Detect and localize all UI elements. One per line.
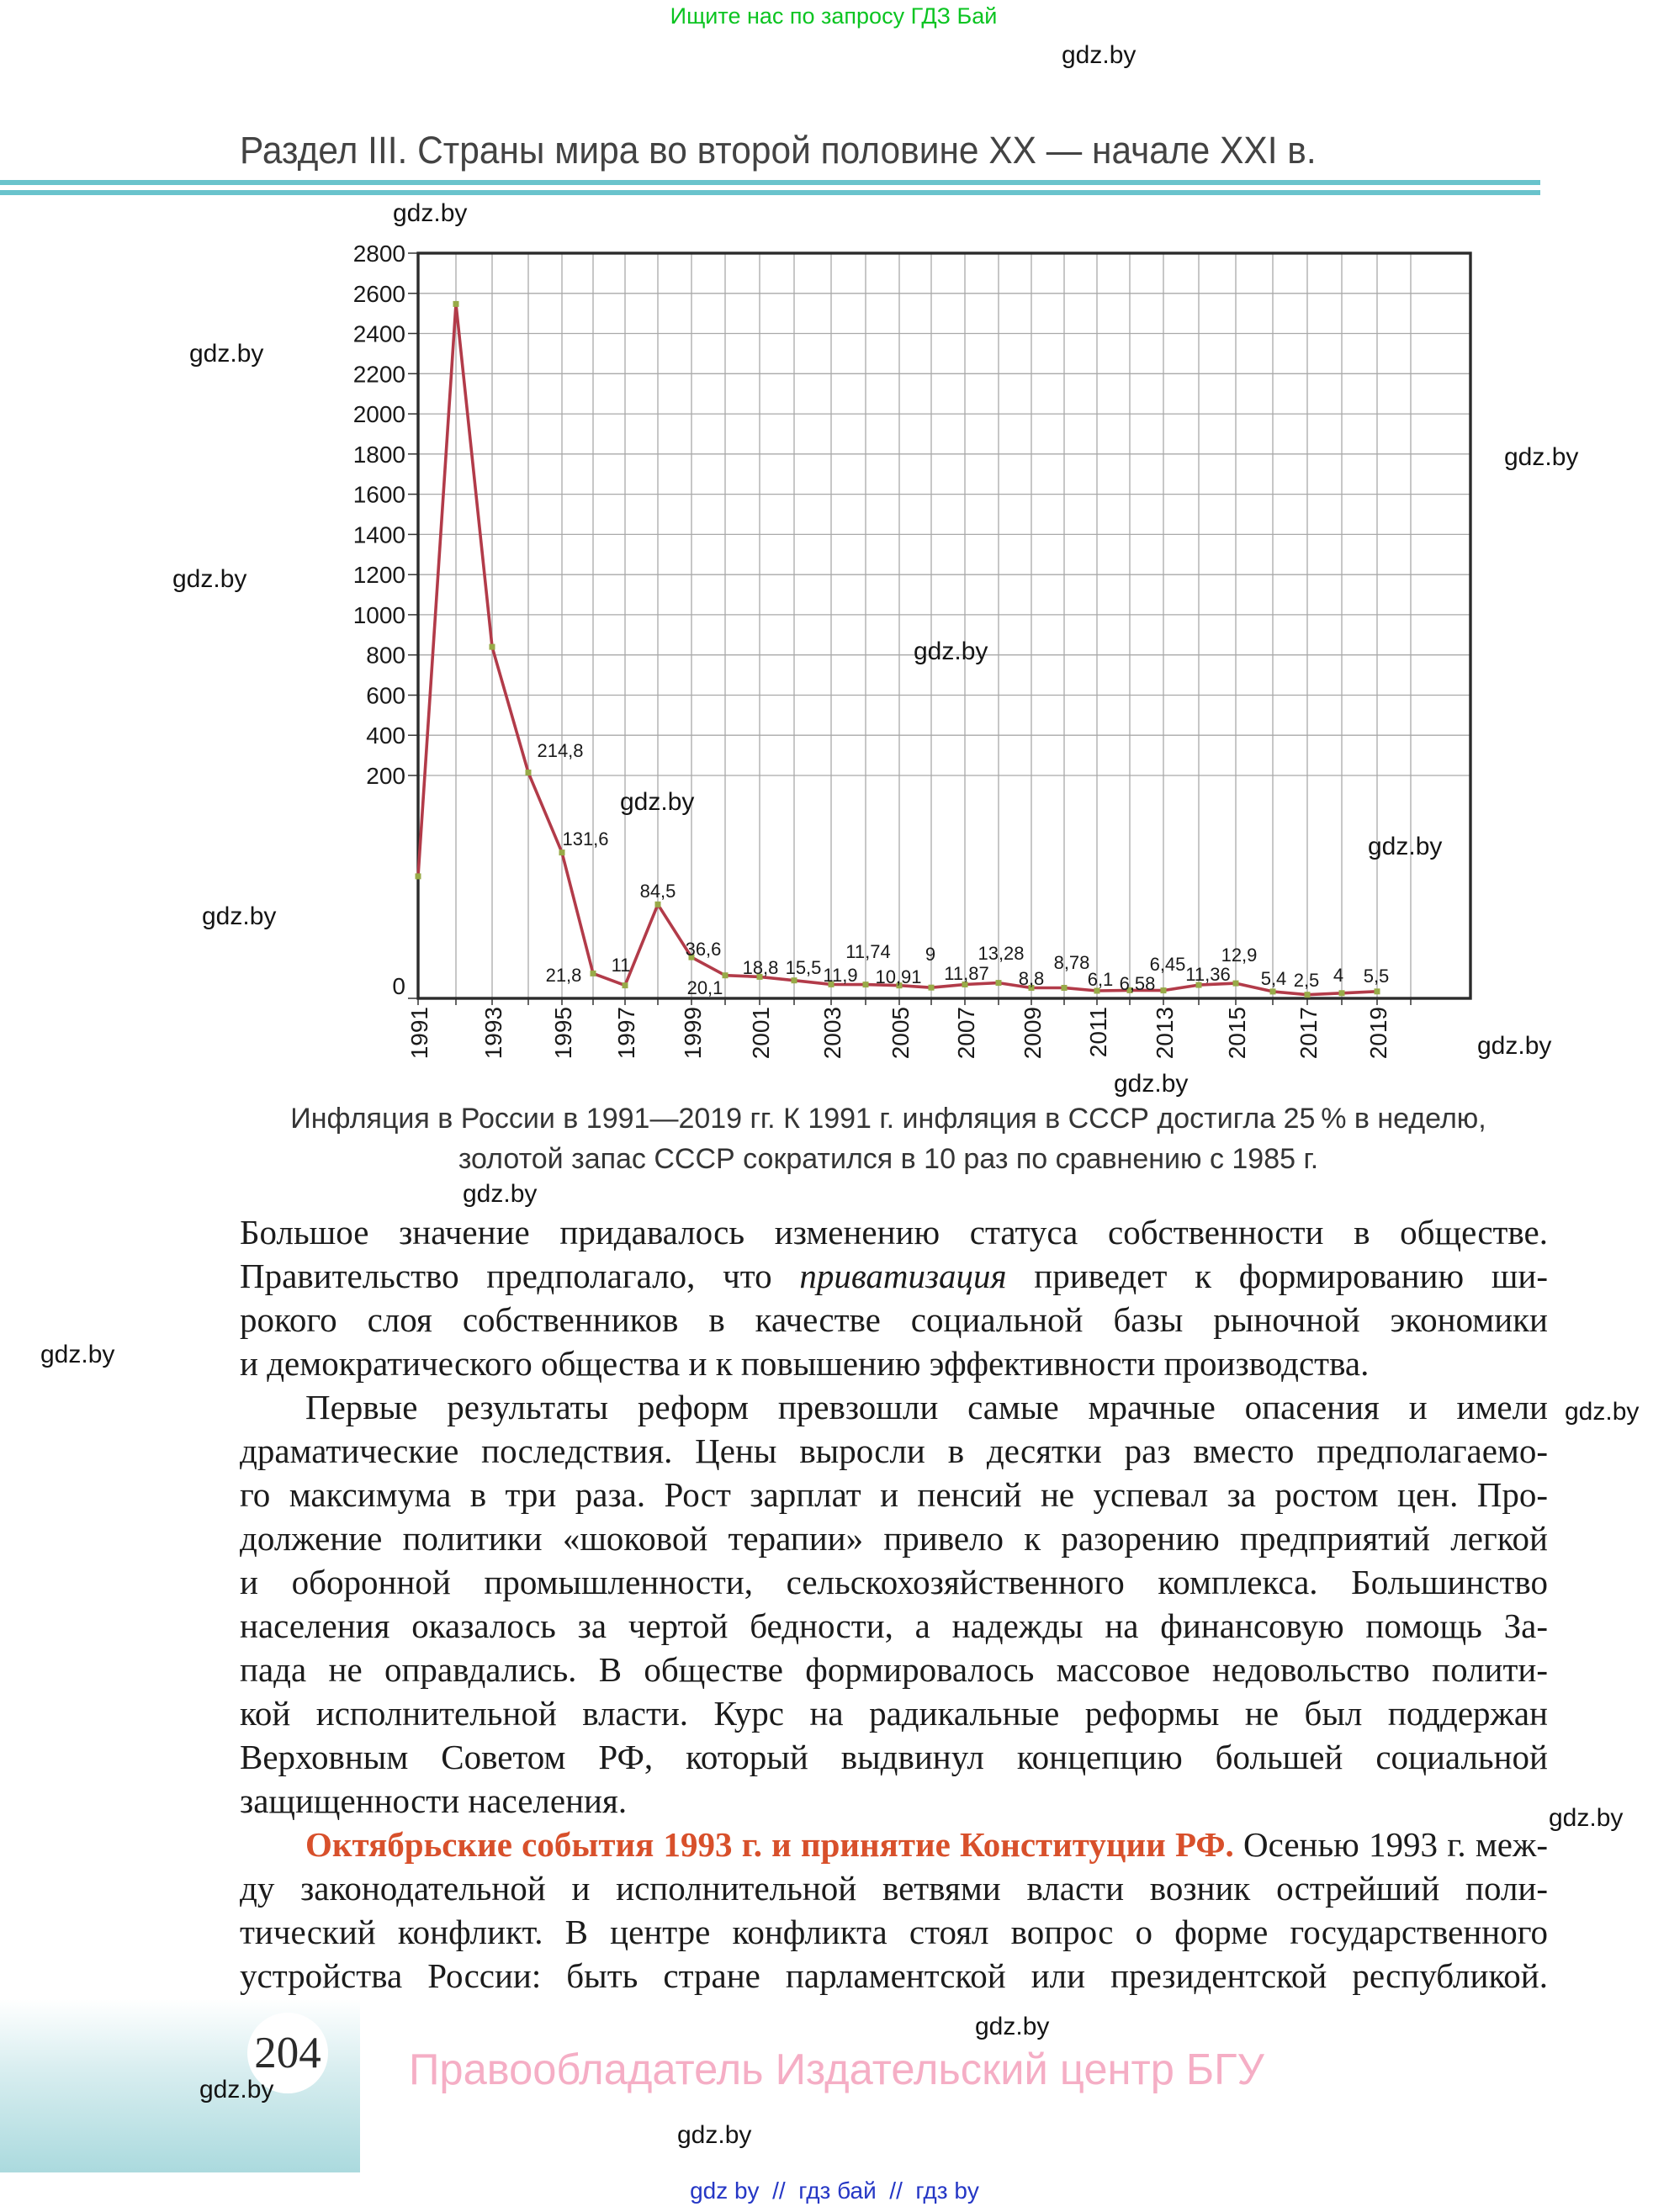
svg-text:1991: 1991 (406, 1007, 432, 1059)
svg-text:5,4: 5,4 (1261, 968, 1287, 989)
svg-text:600: 600 (366, 683, 405, 709)
svg-text:2009: 2009 (1020, 1007, 1046, 1059)
svg-text:11,74: 11,74 (845, 941, 890, 962)
svg-text:2000: 2000 (353, 401, 405, 427)
svg-text:18,8: 18,8 (743, 957, 779, 978)
svg-text:131,6: 131,6 (562, 828, 608, 849)
svg-text:15,5: 15,5 (786, 957, 822, 978)
svg-text:200: 200 (366, 763, 405, 789)
svg-text:1000: 1000 (353, 602, 405, 628)
svg-text:2800: 2800 (353, 241, 405, 267)
svg-text:9: 9 (925, 944, 935, 965)
svg-text:1800: 1800 (353, 442, 405, 468)
svg-text:11,36: 11,36 (1185, 964, 1230, 985)
svg-text:11: 11 (612, 955, 631, 976)
svg-text:2200: 2200 (353, 361, 405, 387)
svg-text:8,8: 8,8 (1019, 968, 1045, 989)
svg-text:13,28: 13,28 (978, 943, 1024, 964)
svg-text:21,8: 21,8 (546, 965, 582, 986)
svg-text:2600: 2600 (353, 281, 405, 307)
svg-text:2003: 2003 (819, 1007, 845, 1059)
svg-text:10,91: 10,91 (875, 966, 921, 987)
svg-text:2019: 2019 (1365, 1007, 1391, 1059)
svg-text:214,8: 214,8 (537, 740, 583, 761)
svg-text:8,78: 8,78 (1054, 952, 1090, 973)
svg-text:1993: 1993 (480, 1007, 506, 1059)
svg-text:11,9: 11,9 (823, 965, 857, 986)
svg-text:1999: 1999 (680, 1007, 706, 1059)
svg-text:2400: 2400 (353, 321, 405, 347)
svg-text:1995: 1995 (550, 1007, 576, 1059)
svg-text:1600: 1600 (353, 482, 405, 508)
svg-text:84,5: 84,5 (640, 881, 676, 902)
svg-text:2013: 2013 (1152, 1007, 1178, 1059)
svg-text:2005: 2005 (887, 1007, 914, 1059)
svg-text:1200: 1200 (353, 562, 405, 588)
svg-text:1400: 1400 (353, 521, 405, 548)
svg-text:12,9: 12,9 (1221, 945, 1258, 966)
svg-text:2007: 2007 (953, 1007, 979, 1059)
svg-text:4: 4 (1333, 965, 1343, 986)
svg-text:2001: 2001 (748, 1007, 774, 1059)
svg-text:800: 800 (366, 643, 405, 669)
svg-text:1997: 1997 (613, 1007, 639, 1059)
svg-text:2015: 2015 (1224, 1007, 1250, 1059)
svg-text:5,5: 5,5 (1364, 966, 1390, 987)
svg-text:11,87: 11,87 (944, 963, 988, 984)
svg-text:0: 0 (392, 973, 405, 999)
svg-text:6,45: 6,45 (1150, 954, 1186, 975)
svg-text:2011: 2011 (1085, 1007, 1111, 1057)
svg-text:6,1: 6,1 (1088, 969, 1114, 990)
svg-text:2017: 2017 (1295, 1007, 1322, 1059)
svg-text:6,58: 6,58 (1120, 973, 1156, 994)
svg-text:20,1: 20,1 (687, 977, 723, 998)
svg-text:2,5: 2,5 (1294, 970, 1320, 991)
svg-text:400: 400 (366, 722, 405, 749)
svg-text:36,6: 36,6 (686, 939, 722, 960)
